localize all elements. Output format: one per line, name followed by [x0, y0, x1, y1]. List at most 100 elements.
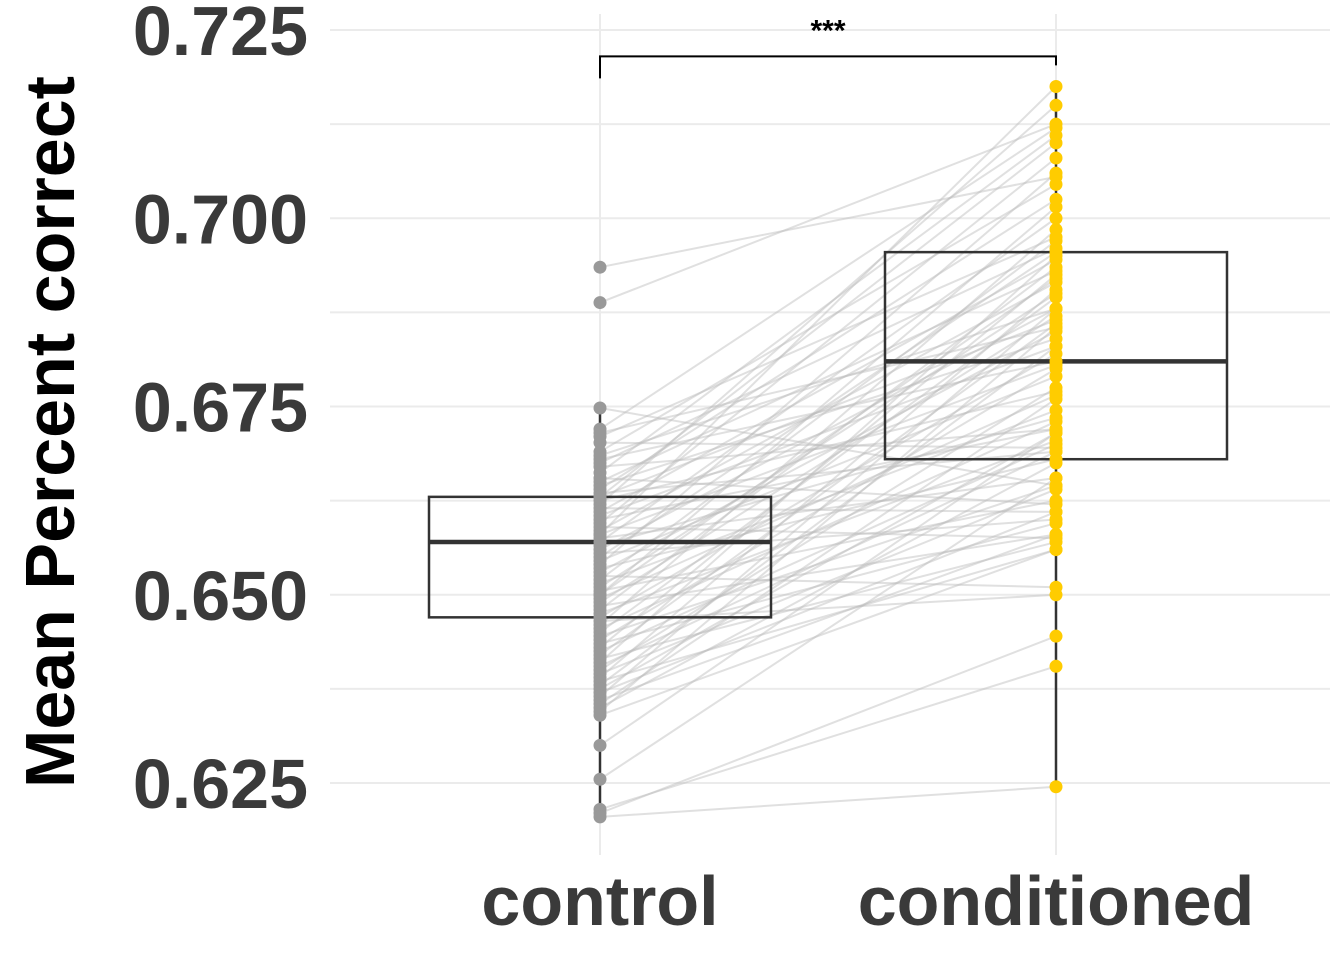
point-conditioned	[1049, 528, 1063, 542]
point-conditioned	[1049, 136, 1063, 150]
paired-line	[599, 228, 1057, 626]
x-axis-ticks: control conditioned	[481, 862, 1254, 940]
paired-line	[599, 322, 1057, 656]
point-conditioned	[1049, 339, 1063, 353]
point-conditioned	[1049, 456, 1063, 470]
paired-line	[599, 281, 1057, 532]
point-control	[593, 260, 607, 274]
boxes	[427, 250, 1229, 619]
point-conditioned	[1049, 381, 1063, 395]
paired-line	[599, 273, 1057, 649]
paired-line	[599, 541, 1057, 660]
paired-line	[599, 458, 1057, 570]
paired-line	[599, 104, 1057, 506]
significance-bracket-line	[599, 55, 1057, 79]
point-conditioned	[1049, 283, 1063, 297]
paired-line	[599, 315, 1057, 604]
paired-line	[599, 142, 1057, 498]
point-conditioned	[1049, 403, 1063, 417]
significance-label: ***	[810, 14, 845, 47]
paired-line	[599, 432, 1057, 747]
paired-line	[599, 548, 1057, 683]
point-conditioned	[1049, 79, 1063, 93]
y-axis-title: Mean Percent correct	[11, 76, 89, 788]
paired-line	[599, 510, 1057, 694]
paired-line	[599, 477, 1057, 540]
point-control	[593, 810, 607, 824]
paired-line	[599, 175, 1057, 269]
y-tick-label: 0.700	[133, 180, 308, 258]
paired-line	[599, 518, 1057, 555]
paired-line	[599, 407, 1057, 487]
point-conditioned	[1049, 98, 1063, 112]
paired-line	[599, 247, 1057, 464]
paired-line	[599, 441, 1057, 449]
y-tick-label: 0.650	[133, 557, 308, 635]
x-tick-label-conditioned: conditioned	[858, 862, 1255, 940]
paired-line	[599, 307, 1057, 698]
paired-line	[599, 123, 1057, 304]
point-conditioned	[1049, 415, 1063, 429]
paired-line	[599, 352, 1057, 619]
paired-line	[599, 326, 1057, 713]
paired-line	[599, 318, 1057, 498]
point-control	[593, 738, 607, 752]
paired-line	[599, 409, 1057, 585]
paired-line	[599, 364, 1057, 536]
paired-line	[599, 386, 1057, 671]
paired-line	[599, 330, 1057, 574]
paired-line	[599, 85, 1057, 536]
point-conditioned	[1049, 249, 1063, 263]
paired-line	[599, 360, 1057, 461]
paired-line	[599, 484, 1057, 638]
paired-line	[599, 345, 1057, 686]
point-conditioned	[1049, 426, 1063, 440]
point-conditioned	[1049, 629, 1063, 643]
paired-line	[599, 477, 1057, 781]
point-conditioned	[1049, 659, 1063, 673]
x-tick-label-control: control	[481, 862, 718, 940]
paired-line	[599, 127, 1057, 430]
point-conditioned	[1049, 302, 1063, 316]
point-conditioned	[1049, 166, 1063, 180]
point-conditioned	[1049, 362, 1063, 376]
paired-line	[599, 522, 1057, 645]
paired-line	[599, 533, 1057, 608]
paired-line	[599, 251, 1057, 558]
point-conditioned	[1049, 234, 1063, 248]
paired-line	[599, 499, 1057, 592]
point-conditioned	[1049, 392, 1063, 406]
paired-line	[599, 270, 1057, 483]
point-conditioned	[1049, 211, 1063, 225]
data-points	[593, 79, 1063, 824]
paired-line	[599, 428, 1057, 521]
paired-line	[599, 785, 1057, 818]
point-conditioned	[1049, 471, 1063, 485]
paired-line	[599, 507, 1057, 513]
point-conditioned	[1049, 177, 1063, 191]
paired-line	[599, 548, 1057, 717]
point-conditioned	[1049, 200, 1063, 214]
paired-line	[599, 462, 1057, 709]
paired-line	[599, 450, 1057, 668]
y-tick-label: 0.725	[133, 0, 308, 70]
paired-lines	[599, 85, 1057, 818]
paired-line	[599, 217, 1057, 543]
paired-line	[599, 574, 1057, 589]
paired-line	[599, 240, 1057, 581]
point-conditioned	[1049, 223, 1063, 237]
point-conditioned	[1049, 151, 1063, 165]
point-control	[593, 708, 607, 722]
paired-line	[599, 307, 1057, 457]
paired-line	[599, 428, 1057, 468]
point-conditioned	[1049, 588, 1063, 602]
paired-line	[599, 258, 1057, 513]
point-control	[593, 401, 607, 415]
point-conditioned	[1049, 516, 1063, 530]
paired-line	[599, 398, 1057, 705]
paired-line	[599, 266, 1057, 611]
point-control	[593, 296, 607, 310]
paired-line	[599, 533, 1057, 702]
point-conditioned	[1049, 320, 1063, 334]
